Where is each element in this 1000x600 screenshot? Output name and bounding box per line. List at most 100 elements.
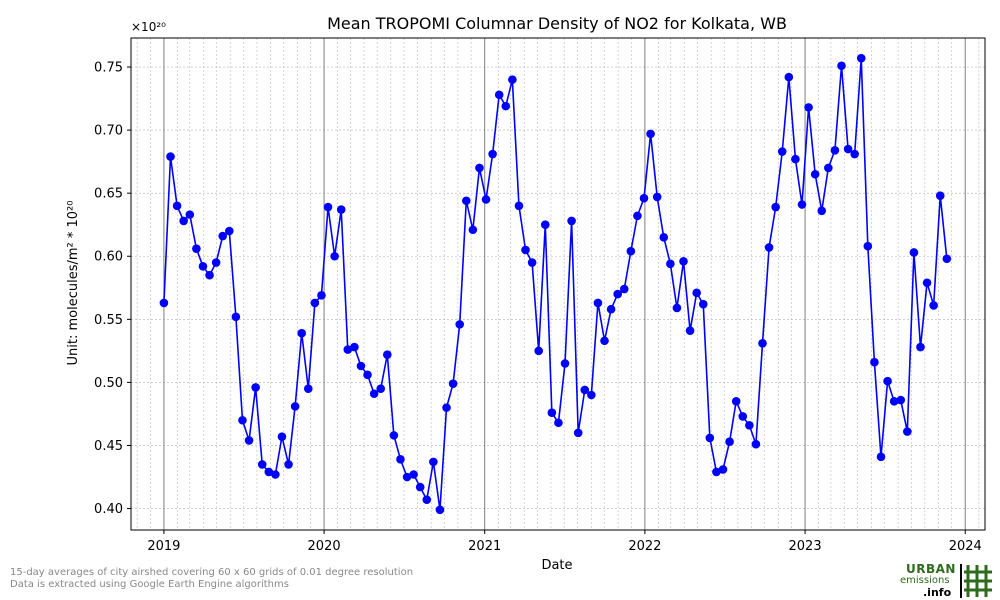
data-point	[461, 196, 471, 206]
tick-marks: 0.40 0.45 0.50 0.55 0.60 0.65 0.70 0.75 2019 2020…	[94, 61, 982, 554]
x-tick-label: 2021	[468, 539, 501, 554]
data-point	[896, 395, 906, 405]
data-point	[935, 191, 945, 200]
y-axis-label: Unit: molecules/m² * 10²⁰	[66, 201, 81, 366]
data-point	[567, 216, 576, 226]
data-point	[830, 145, 840, 155]
series-no2	[159, 53, 952, 515]
grid-lines	[131, 38, 985, 530]
data-point	[429, 457, 438, 467]
data-point	[244, 436, 254, 445]
logo-text-urban: URBAN	[906, 562, 956, 576]
data-point	[639, 193, 649, 203]
data-point	[192, 244, 201, 253]
data-point	[172, 201, 182, 211]
data-point	[916, 342, 925, 352]
data-point	[179, 216, 188, 226]
data-point	[435, 505, 445, 515]
data-point	[824, 163, 833, 173]
data-point	[745, 420, 754, 430]
data-point	[758, 338, 767, 348]
data-point	[929, 301, 938, 310]
data-point	[600, 336, 609, 346]
data-point	[587, 390, 596, 400]
data-point	[475, 163, 484, 173]
data-point	[547, 408, 557, 417]
y-axis-offset-label: ×10²⁰	[131, 20, 166, 34]
data-point	[356, 361, 366, 371]
x-tick-label: 2023	[789, 539, 822, 554]
data-point	[494, 90, 504, 100]
data-point	[521, 245, 530, 255]
data-point	[666, 259, 675, 269]
data-point	[508, 75, 517, 84]
data-point	[540, 220, 550, 230]
x-tick-label: 2024	[949, 539, 982, 554]
data-point	[580, 385, 590, 395]
series-line	[163, 57, 948, 511]
data-point	[613, 289, 622, 299]
data-point	[363, 370, 372, 380]
data-point	[876, 452, 886, 462]
data-point	[619, 284, 629, 294]
data-point	[889, 397, 899, 406]
data-point	[633, 211, 642, 221]
data-point	[554, 418, 563, 428]
data-point	[323, 202, 333, 212]
data-point	[672, 303, 682, 313]
data-point	[238, 415, 247, 425]
data-point	[455, 320, 465, 329]
y-tick-label: 0.45	[94, 439, 123, 454]
data-point	[402, 472, 412, 482]
x-axis-label: Date	[541, 558, 572, 573]
data-point	[290, 402, 300, 411]
y-tick-label: 0.60	[94, 250, 123, 265]
data-point	[804, 103, 813, 112]
data-point	[225, 226, 234, 236]
data-point	[698, 299, 708, 309]
data-point	[422, 495, 432, 505]
data-point	[837, 61, 846, 71]
plot-frame	[130, 37, 986, 531]
data-point	[336, 205, 346, 214]
y-tick-label: 0.40	[94, 502, 123, 517]
data-point	[712, 467, 721, 477]
data-point	[731, 397, 741, 406]
data-point	[389, 431, 399, 440]
data-point	[185, 210, 195, 219]
data-point	[692, 288, 701, 298]
x-tick-label: 2020	[308, 539, 341, 554]
data-point	[705, 433, 715, 443]
data-point	[501, 101, 511, 111]
data-point	[560, 359, 570, 368]
y-tick-label: 0.65	[94, 187, 123, 202]
data-point	[350, 342, 359, 352]
data-point	[751, 439, 761, 449]
data-point	[659, 233, 669, 242]
data-point	[797, 200, 807, 209]
data-point	[442, 403, 451, 412]
data-point	[159, 298, 169, 308]
data-point	[231, 312, 241, 322]
data-point	[606, 304, 616, 314]
data-point	[257, 460, 267, 469]
data-point	[791, 154, 800, 164]
footnote-resolution: 15-day averages of city airshed covering…	[10, 567, 414, 578]
chart-title: Mean TROPOMI Columnar Density of NO2 for…	[327, 14, 787, 33]
data-point	[330, 251, 339, 261]
data-point	[817, 206, 827, 216]
data-point	[317, 291, 326, 300]
data-point	[218, 231, 228, 241]
data-point	[481, 195, 491, 204]
data-point	[810, 169, 820, 179]
y-tick-label: 0.50	[94, 376, 123, 391]
data-point	[409, 470, 418, 479]
footnote-source: Data is extracted using Google Earth Eng…	[10, 579, 289, 590]
data-point	[488, 149, 497, 159]
data-point	[718, 465, 728, 474]
x-tick-label: 2022	[628, 539, 661, 554]
data-point	[942, 254, 952, 264]
data-point	[777, 147, 787, 156]
data-point	[573, 428, 583, 438]
